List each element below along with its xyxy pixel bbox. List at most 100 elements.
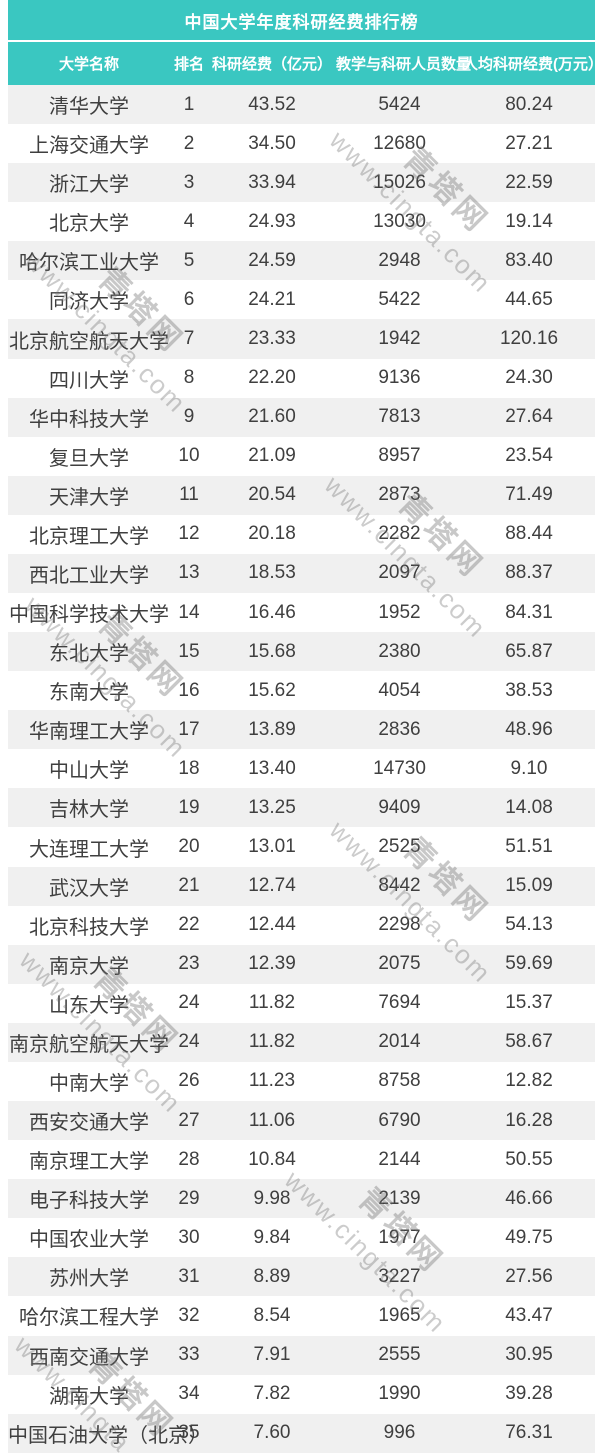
cell-staff-count: 14730 xyxy=(373,757,426,779)
table-body: 清华大学 1 43.52 5424 80.24 上海交通大学 2 34.50 1… xyxy=(8,85,595,1453)
table-row: 上海交通大学 2 34.50 12680 27.21 xyxy=(8,124,595,164)
table-row: 华南理工大学 17 13.89 2836 48.96 xyxy=(8,710,595,750)
cell-rank: 5 xyxy=(183,249,195,271)
cell-research-funding: 21.09 xyxy=(248,445,296,467)
cell-university-name: 华中科技大学 xyxy=(29,408,149,431)
table-row: 天津大学 11 20.54 2873 71.49 xyxy=(8,475,595,515)
cell-staff-count: 2555 xyxy=(378,1344,421,1366)
cell-per-capita-funding: 30.95 xyxy=(505,1344,553,1366)
cell-university-name: 浙江大学 xyxy=(49,174,129,197)
ranking-table: 中国大学年度科研经费排行榜 大学名称 排名 科研经费（亿元） 教学与科研人员数量… xyxy=(8,0,600,1453)
cell-staff-count: 2014 xyxy=(378,1031,421,1053)
cell-research-funding: 12.44 xyxy=(248,914,296,936)
cell-rank: 10 xyxy=(178,445,200,467)
cell-per-capita-funding: 51.51 xyxy=(505,836,553,858)
cell-university-name: 南京航空航天大学 xyxy=(9,1033,169,1056)
cell-rank: 28 xyxy=(178,1148,200,1170)
table-row: 电子科技大学 29 9.98 2139 46.66 xyxy=(8,1179,595,1219)
cell-university-name: 华南理工大学 xyxy=(29,721,149,744)
cell-rank: 22 xyxy=(178,914,200,936)
cell-research-funding: 20.18 xyxy=(248,523,296,545)
cell-rank: 2 xyxy=(183,132,195,154)
cell-research-funding: 11.23 xyxy=(248,1070,296,1092)
cell-research-funding: 24.59 xyxy=(248,249,296,271)
table-row: 北京科技大学 22 12.44 2298 54.13 xyxy=(8,905,595,945)
cell-staff-count: 5422 xyxy=(378,288,421,310)
table-row: 哈尔滨工程大学 32 8.54 1965 43.47 xyxy=(8,1296,595,1336)
cell-rank: 6 xyxy=(183,288,195,310)
cell-university-name: 中国科学技术大学 xyxy=(9,604,169,627)
col-header-university-name: 大学名称 xyxy=(58,56,119,73)
cell-research-funding: 20.54 xyxy=(248,484,296,506)
cell-per-capita-funding: 48.96 xyxy=(505,718,553,740)
cell-research-funding: 9.84 xyxy=(253,1226,291,1248)
table-row: 复旦大学 10 21.09 8957 23.54 xyxy=(8,436,595,476)
table-row: 中国科学技术大学 14 16.46 1952 84.31 xyxy=(8,593,595,633)
cell-research-funding: 16.46 xyxy=(248,601,296,623)
cell-research-funding: 21.60 xyxy=(248,406,296,428)
cell-staff-count: 2282 xyxy=(378,523,421,545)
cell-per-capita-funding: 16.28 xyxy=(505,1109,553,1131)
cell-per-capita-funding: 80.24 xyxy=(505,93,553,115)
cell-rank: 32 xyxy=(178,1304,200,1326)
cell-university-name: 西南交通大学 xyxy=(29,1346,149,1369)
cell-per-capita-funding: 9.10 xyxy=(510,757,548,779)
cell-university-name: 山东大学 xyxy=(49,994,129,1017)
cell-staff-count: 8442 xyxy=(378,875,421,897)
cell-per-capita-funding: 14.08 xyxy=(505,796,553,818)
cell-research-funding: 8.54 xyxy=(253,1304,291,1326)
cell-staff-count: 7694 xyxy=(378,992,421,1014)
cell-per-capita-funding: 44.65 xyxy=(505,288,553,310)
cell-rank: 3 xyxy=(183,171,195,193)
cell-per-capita-funding: 54.13 xyxy=(505,914,553,936)
cell-staff-count: 9136 xyxy=(378,367,421,389)
cell-university-name: 南京理工大学 xyxy=(29,1151,149,1174)
cell-university-name: 复旦大学 xyxy=(49,447,129,470)
cell-university-name: 南京大学 xyxy=(49,955,129,978)
cell-research-funding: 18.53 xyxy=(248,562,296,584)
cell-staff-count: 6790 xyxy=(378,1109,421,1131)
table-row: 北京航空航天大学 7 23.33 1942 120.16 xyxy=(8,319,595,359)
cell-university-name: 北京理工大学 xyxy=(29,525,149,548)
cell-per-capita-funding: 27.64 xyxy=(505,406,553,428)
cell-rank: 1 xyxy=(183,93,195,115)
page-title: 中国大学年度科研经费排行榜 xyxy=(8,0,595,40)
cell-staff-count: 5424 xyxy=(378,93,421,115)
col-header-rank: 排名 xyxy=(173,56,204,73)
cell-staff-count: 1990 xyxy=(378,1383,421,1405)
cell-research-funding: 13.40 xyxy=(248,757,296,779)
cell-university-name: 中国石油大学（北京） xyxy=(8,1424,208,1447)
cell-university-name: 武汉大学 xyxy=(49,877,129,900)
cell-university-name: 北京航空航天大学 xyxy=(9,330,169,353)
cell-staff-count: 7813 xyxy=(378,406,421,428)
cell-staff-count: 9409 xyxy=(378,796,421,818)
cell-research-funding: 12.74 xyxy=(248,875,296,897)
table-row: 南京大学 23 12.39 2075 59.69 xyxy=(8,944,595,984)
cell-per-capita-funding: 27.56 xyxy=(505,1265,553,1287)
cell-staff-count: 2139 xyxy=(378,1187,421,1209)
cell-university-name: 哈尔滨工业大学 xyxy=(19,252,159,275)
table-row: 东北大学 15 15.68 2380 65.87 xyxy=(8,632,595,672)
table-row: 西南交通大学 33 7.91 2555 30.95 xyxy=(8,1335,595,1375)
cell-staff-count: 2380 xyxy=(378,640,421,662)
cell-per-capita-funding: 88.37 xyxy=(505,562,553,584)
cell-staff-count: 3227 xyxy=(378,1265,421,1287)
cell-university-name: 中南大学 xyxy=(49,1072,129,1095)
cell-research-funding: 43.52 xyxy=(248,93,296,115)
table-row: 武汉大学 21 12.74 8442 15.09 xyxy=(8,866,595,906)
cell-rank: 24 xyxy=(178,1031,200,1053)
cell-staff-count: 2948 xyxy=(378,249,421,271)
table-row: 东南大学 16 15.62 4054 38.53 xyxy=(8,671,595,711)
cell-rank: 7 xyxy=(183,328,195,349)
cell-research-funding: 11.06 xyxy=(248,1109,296,1131)
cell-staff-count: 1965 xyxy=(378,1304,421,1326)
cell-research-funding: 9.98 xyxy=(253,1187,291,1209)
cell-staff-count: 15026 xyxy=(373,171,426,193)
cell-university-name: 西安交通大学 xyxy=(29,1112,149,1135)
cell-staff-count: 2525 xyxy=(378,836,421,858)
cell-research-funding: 7.91 xyxy=(253,1344,291,1366)
cell-per-capita-funding: 24.30 xyxy=(505,367,553,389)
cell-rank: 35 xyxy=(178,1422,200,1444)
cell-university-name: 同济大学 xyxy=(49,291,129,314)
